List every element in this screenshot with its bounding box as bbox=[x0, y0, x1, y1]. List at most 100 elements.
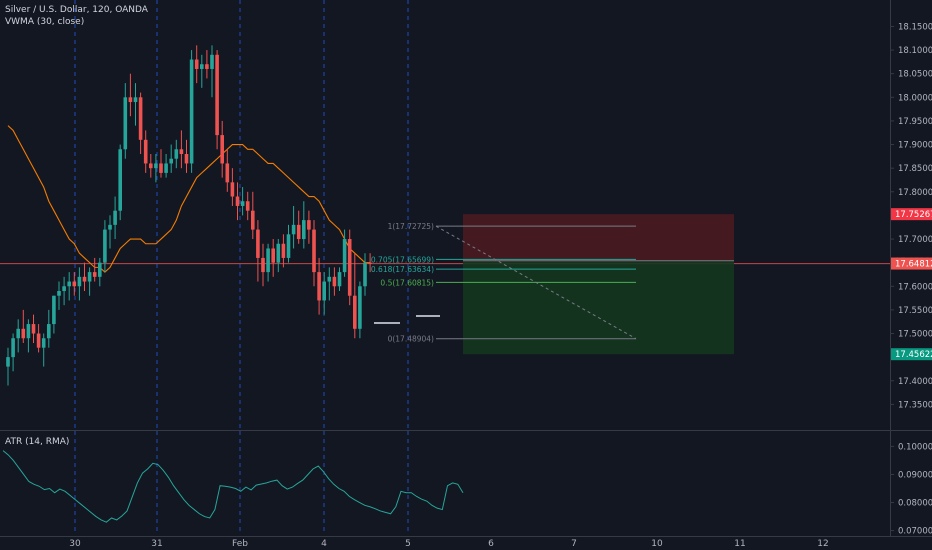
candle-body bbox=[363, 262, 367, 287]
y-tick-label: 17.40000 bbox=[898, 377, 932, 387]
candle-body bbox=[138, 97, 143, 140]
y-tick-label: 17.60000 bbox=[898, 282, 932, 292]
candle-body bbox=[261, 257, 265, 273]
candle-body bbox=[240, 201, 245, 206]
candle-body bbox=[57, 291, 61, 296]
price-badge bbox=[891, 348, 932, 361]
y-tick-label: 17.55000 bbox=[898, 306, 932, 316]
y-tick-label: 18.05000 bbox=[898, 70, 932, 80]
candle-body bbox=[133, 97, 138, 103]
atr-y-tick-label: 0.07000 bbox=[898, 527, 932, 537]
candles-layer bbox=[6, 45, 372, 386]
candle-body bbox=[368, 262, 372, 264]
candle-body bbox=[128, 97, 133, 103]
candle-body bbox=[215, 54, 219, 136]
fib-level-label: 0(17.48904) bbox=[388, 335, 434, 344]
price-badge-label: 17.75267 bbox=[895, 210, 932, 220]
candle-body bbox=[143, 139, 148, 164]
candle-body bbox=[189, 59, 194, 164]
candle-body bbox=[307, 220, 311, 230]
atr-legend[interactable]: ATR (14, RMA) bbox=[5, 437, 70, 447]
candle-body bbox=[108, 224, 112, 230]
candle-body bbox=[36, 333, 41, 348]
candle-body bbox=[52, 295, 56, 325]
candle-body bbox=[179, 149, 184, 154]
candle-body bbox=[149, 163, 153, 169]
x-tick-label: 30 bbox=[69, 539, 81, 549]
candle-body bbox=[235, 196, 240, 206]
x-tick-label: 31 bbox=[151, 539, 162, 549]
y-tick-label: 17.85000 bbox=[898, 164, 932, 174]
candle-body bbox=[21, 328, 26, 339]
candle-body bbox=[225, 163, 230, 183]
candle-body bbox=[184, 154, 189, 164]
candle-body bbox=[113, 210, 117, 225]
candle-body bbox=[77, 276, 82, 287]
stop-loss-zone bbox=[463, 214, 734, 261]
position-zones[interactable] bbox=[463, 214, 734, 355]
candle-body bbox=[251, 210, 255, 230]
drawings-layer[interactable]: 1(17.72725) 0.705(17.65699)0.618(17.63634… bbox=[371, 222, 637, 344]
x-tick-label: 4 bbox=[321, 539, 327, 549]
candle-body bbox=[332, 276, 337, 287]
x-tick-label: 11 bbox=[734, 539, 745, 549]
x-tick-label: 12 bbox=[817, 539, 828, 549]
candle-body bbox=[302, 220, 306, 240]
candle-body bbox=[41, 338, 46, 348]
candle-body bbox=[169, 158, 173, 164]
candle-body bbox=[164, 163, 168, 173]
candle-body bbox=[154, 163, 158, 169]
candle-body bbox=[11, 338, 15, 358]
candle-body bbox=[26, 324, 31, 339]
candle-body bbox=[342, 239, 347, 273]
candle-body bbox=[82, 276, 87, 282]
grid-layer bbox=[0, 0, 890, 535]
candle-body bbox=[291, 224, 296, 235]
candle-body bbox=[245, 201, 250, 211]
take-profit-zone bbox=[463, 260, 734, 355]
x-tick-label: 5 bbox=[405, 539, 411, 549]
candle-body bbox=[322, 281, 326, 301]
candle-body bbox=[347, 239, 352, 296]
fib-level-label: 1(17.72725) bbox=[388, 222, 434, 231]
atr-line bbox=[2, 450, 464, 523]
candle-body bbox=[31, 324, 36, 334]
candle-body bbox=[256, 229, 260, 258]
candle-body bbox=[230, 182, 235, 197]
vwma-layer bbox=[7, 125, 371, 273]
candle-body bbox=[205, 64, 209, 69]
candle-body bbox=[296, 224, 301, 240]
atr-panel bbox=[2, 450, 464, 523]
candle-body bbox=[67, 281, 71, 287]
y-tick-label: 17.70000 bbox=[898, 235, 932, 245]
vwma-legend[interactable]: VWMA (30, close) bbox=[5, 17, 85, 27]
y-tick-label: 18.15000 bbox=[898, 22, 932, 32]
x-tick-label: 6 bbox=[488, 539, 494, 549]
candle-body bbox=[62, 286, 66, 291]
candle-body bbox=[87, 272, 92, 282]
atr-y-tick-label: 0.08000 bbox=[898, 499, 932, 509]
candle-body bbox=[98, 262, 102, 277]
fib-trend-line bbox=[435, 225, 637, 340]
fib-level-label: 0.705(17.65699) bbox=[371, 255, 434, 264]
x-tick-label: 7 bbox=[571, 539, 577, 549]
candle-body bbox=[337, 272, 342, 287]
candle-body bbox=[103, 229, 107, 263]
candle-body bbox=[286, 234, 291, 258]
candle-body bbox=[118, 149, 122, 211]
candle-body bbox=[317, 272, 321, 301]
symbol-legend[interactable]: Silver / U.S. Dollar, 120, OANDA bbox=[5, 5, 148, 15]
candle-body bbox=[353, 295, 357, 329]
candle-body bbox=[276, 243, 281, 263]
price-badge-label: 17.64812 bbox=[895, 260, 932, 270]
fib-level-label: 0.5(17.60815) bbox=[380, 278, 434, 287]
vwma-line bbox=[7, 125, 371, 273]
candle-body bbox=[200, 64, 204, 69]
atr-y-tick-label: 0.09000 bbox=[898, 470, 932, 480]
x-tick-label: 10 bbox=[651, 539, 663, 549]
